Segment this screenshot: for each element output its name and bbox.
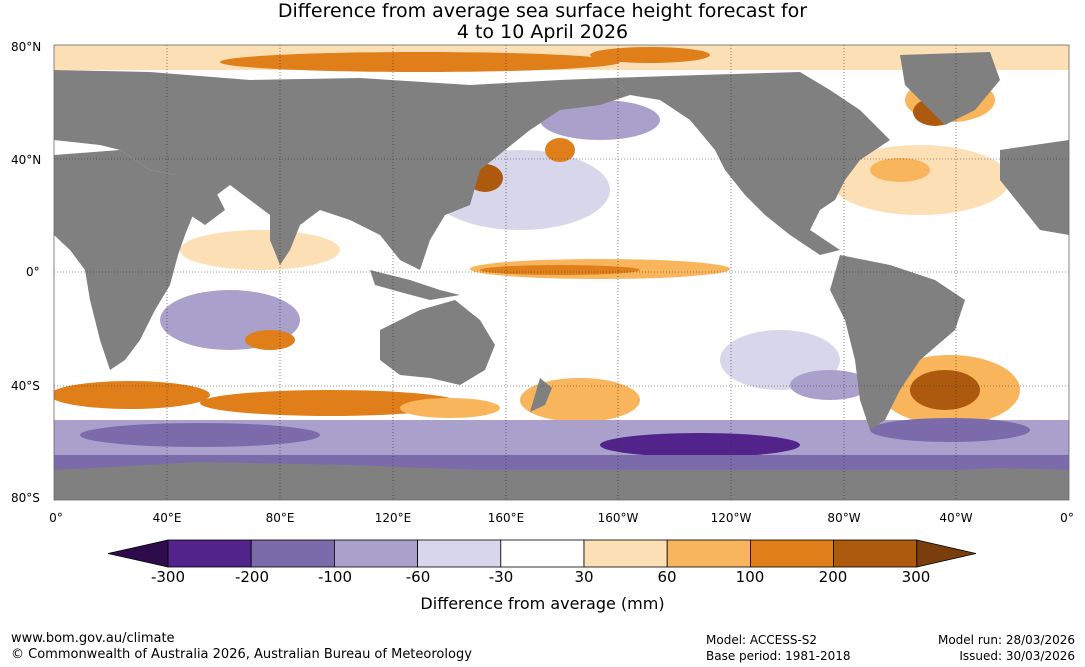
colorbar-tick-label: 300 [901, 568, 931, 586]
colorbar-extend-low [107, 539, 169, 568]
islands-indonesia [370, 270, 460, 300]
lon-label-120w: 120°W [710, 511, 752, 525]
footer-model: Model: ACCESS-S2 [706, 633, 818, 647]
colorbar-extend-high [916, 539, 977, 568]
footer-base-period: Base period: 1981-2018 [706, 649, 851, 663]
colorbar-tick-label: -60 [405, 568, 431, 586]
continent-eurasia [54, 70, 630, 270]
lat-label-40n: 40°N [11, 153, 42, 167]
colorbar-swatch [833, 539, 918, 568]
colorbar-tick-label: -30 [488, 568, 514, 586]
lon-label-160w: 160°W [597, 511, 639, 525]
colorbar-tick-label: -300 [150, 568, 186, 586]
lon-label-80w: 80°W [827, 511, 861, 525]
continent-africa [54, 150, 195, 370]
land-masses [54, 52, 1069, 500]
footer-model-run: Model run: 28/03/2026 [937, 633, 1075, 647]
colorbar-swatch [417, 539, 502, 568]
colorbar-swatch [167, 539, 252, 568]
lat-label-80n: 80°N [11, 40, 42, 54]
colorbar [107, 539, 977, 568]
colorbar-swatch [250, 539, 335, 568]
lon-label-40w: 40°W [939, 511, 973, 525]
colorbar-tick-label: 200 [818, 568, 848, 586]
lon-label-40e: 40°E [152, 511, 182, 525]
lon-label-80e: 80°E [265, 511, 295, 525]
lon-label-0-right: 0° [1060, 511, 1074, 525]
continent-south-america [830, 255, 965, 430]
map-frame [53, 44, 1070, 501]
lon-label-0-left: 0° [49, 511, 63, 525]
map-title-line2: 4 to 10 April 2026 [456, 21, 629, 43]
colorbar-swatch [333, 539, 418, 568]
map-grid [54, 45, 1069, 500]
colorbar-swatch [666, 539, 751, 568]
colorbar-swatch [750, 539, 835, 568]
colorbar-tick-label: 60 [657, 568, 677, 586]
continent-india [270, 215, 300, 265]
lon-label-120e: 120°E [374, 511, 412, 525]
continent-north-america [610, 72, 890, 255]
footer-copyright: © Commonwealth of Australia 2026, Austra… [11, 647, 472, 662]
anomaly-field [54, 45, 1069, 480]
footer-website: www.bom.gov.au/climate [11, 631, 175, 646]
colorbar-tick-label: 100 [735, 568, 765, 586]
colorbar-tick-label: -200 [234, 568, 270, 586]
continent-australia [380, 300, 495, 385]
colorbar-tick-label: -100 [317, 568, 353, 586]
lat-label-80s: 80°S [11, 491, 40, 505]
colorbar-title: Difference from average (mm) [420, 594, 665, 613]
lat-label-0: 0° [26, 265, 40, 279]
colorbar-tick-label: 30 [574, 568, 594, 586]
lat-label-40s: 40°S [11, 379, 40, 393]
map-title-line1: Difference from average sea surface heig… [277, 0, 808, 22]
colorbar-swatch [583, 539, 668, 568]
lon-label-160e: 160°E [487, 511, 525, 525]
footer-issued: Issued: 30/03/2026 [959, 649, 1075, 663]
colorbar-swatch [500, 539, 585, 568]
greenland [900, 52, 1000, 125]
